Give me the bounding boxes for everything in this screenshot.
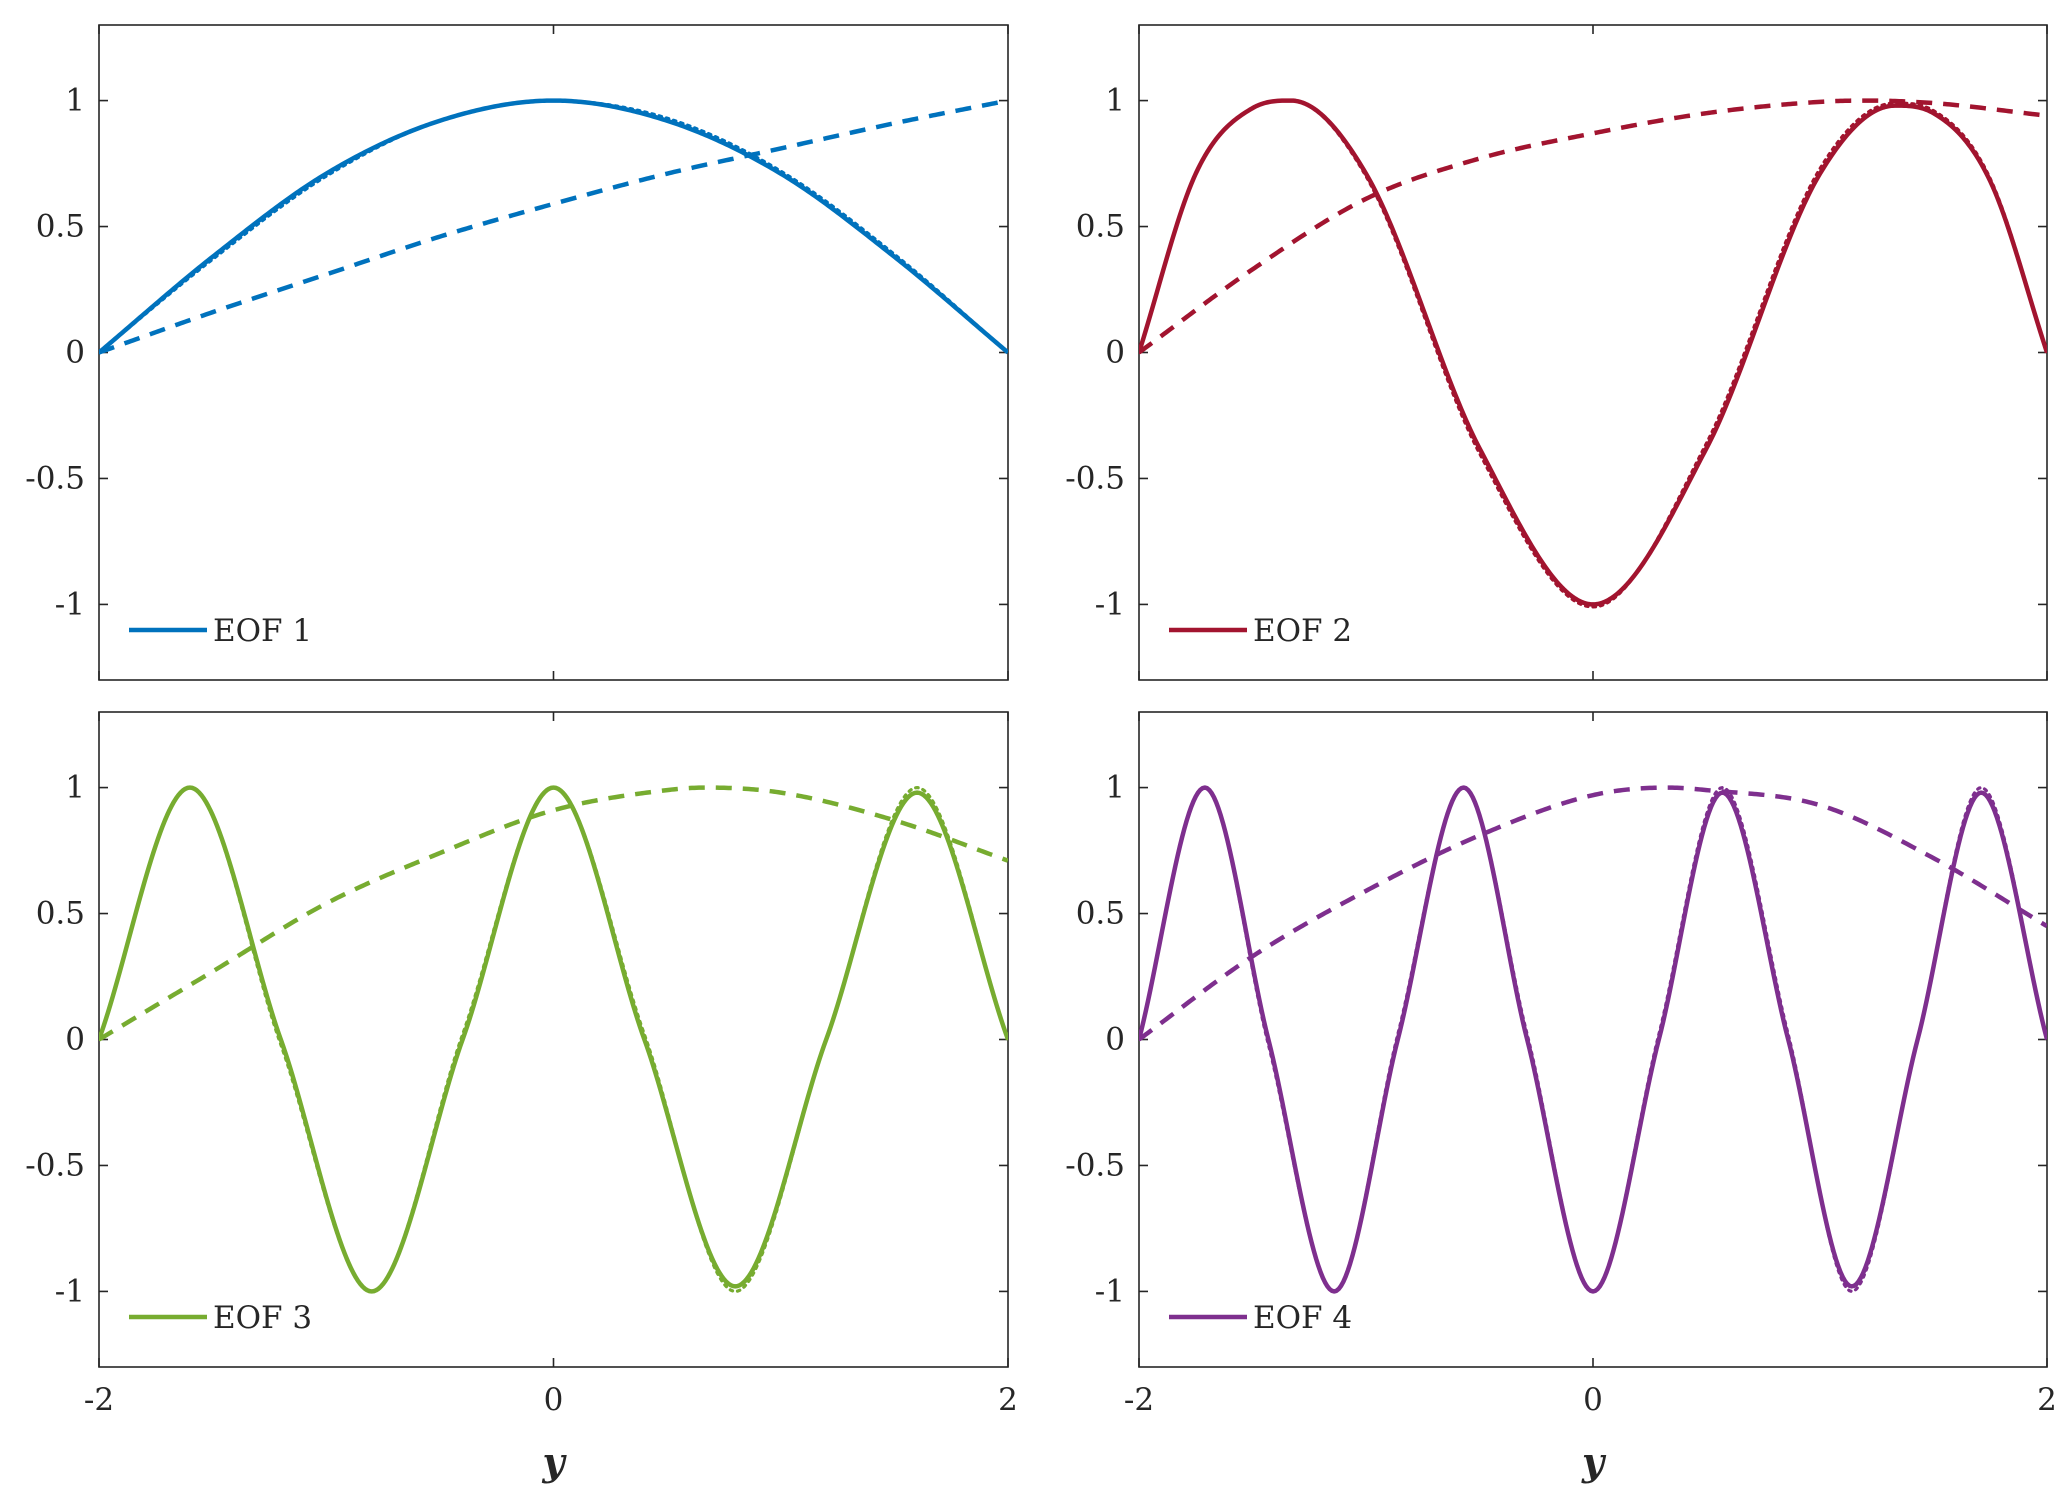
y-tick-label: 0.5 [36, 896, 85, 932]
y-tick-label: 1 [65, 83, 85, 119]
y-tick-label: 0.5 [1076, 896, 1125, 932]
series-line-dotted [1139, 785, 2047, 1294]
y-tick-label: 0 [65, 1022, 85, 1058]
x-axis-label: y [1581, 1439, 1607, 1484]
series-line-dashed [99, 98, 1008, 355]
panel-1: -1 -0.5 0 0.5 1 EOF 1 [25, 24, 1009, 681]
series-line-dotted [99, 785, 1008, 1294]
y-tick-label: -0.5 [1065, 460, 1125, 496]
x-tick-label: -2 [84, 1382, 114, 1418]
series-line-solid [99, 785, 1008, 1294]
y-tick-label: 1 [1105, 770, 1125, 806]
panel-4: -1 -0.5 0 0.5 1 -2 0 2 y EOF 4 [1065, 711, 2057, 1484]
y-tick-label: 0 [1105, 335, 1125, 371]
axes-frame [1138, 24, 2048, 681]
series-line-solid [1139, 98, 2047, 607]
x-tick-label: -2 [1124, 1382, 1154, 1418]
y-tick-label: 0.5 [1076, 209, 1125, 245]
legend-label: EOF 4 [1253, 1300, 1352, 1336]
axes-frame [98, 711, 1009, 1368]
legend-label: EOF 3 [213, 1300, 312, 1336]
series-line-dotted [1139, 98, 2047, 609]
x-tick-label: 2 [998, 1382, 1018, 1418]
y-tick-label: -0.5 [25, 460, 85, 496]
series-line-dotted [99, 98, 1008, 355]
y-tick-label: -1 [55, 1273, 85, 1309]
legend-label: EOF 1 [213, 613, 312, 649]
y-tick-label: 0 [65, 335, 85, 371]
x-axis-label: y [541, 1439, 567, 1484]
y-tick-label: -1 [55, 586, 85, 622]
x-tick-label: 0 [544, 1382, 564, 1418]
axes-frame [1138, 711, 2048, 1368]
y-tick-label: 0 [1105, 1022, 1125, 1058]
x-tick-label: 0 [1583, 1382, 1603, 1418]
series-line-dashed [99, 785, 1008, 1042]
y-tick-label: -0.5 [25, 1147, 85, 1183]
panel-2: -1 -0.5 0 0.5 1 EOF 2 [1065, 24, 2048, 681]
y-tick-label: 0.5 [36, 209, 85, 245]
panel-3: -1 -0.5 0 0.5 1 -2 0 2 y EOF 3 [25, 711, 1018, 1484]
series-line-solid [1139, 785, 2047, 1294]
y-tick-label: -0.5 [1065, 1147, 1125, 1183]
y-tick-label: -1 [1095, 1273, 1125, 1309]
axes-frame [98, 24, 1009, 681]
x-tick-label: 2 [2037, 1382, 2057, 1418]
y-tick-label: 1 [65, 770, 85, 806]
y-tick-label: 1 [1105, 83, 1125, 119]
legend-label: EOF 2 [1253, 613, 1352, 649]
series-line-dashed [1139, 785, 2047, 1042]
series-line-dashed [1139, 98, 2047, 355]
series-line-solid [99, 98, 1008, 355]
y-tick-label: -1 [1095, 586, 1125, 622]
